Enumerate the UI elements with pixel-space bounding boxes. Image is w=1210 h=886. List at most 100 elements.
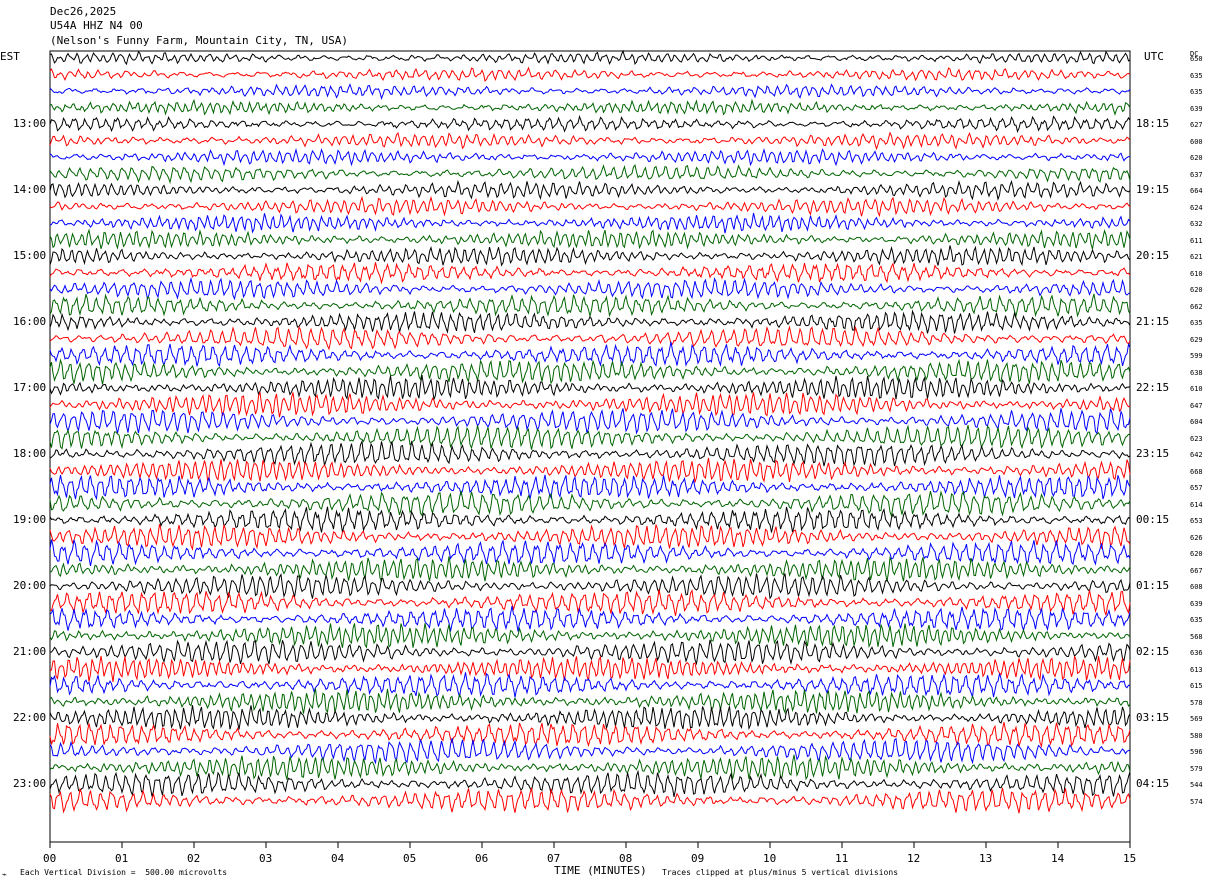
x-tick-label-04: 04 — [331, 852, 345, 865]
right-hour-label: 19:15 — [1136, 183, 1170, 196]
trace-row-26 — [49, 457, 1131, 483]
trace-row-12 — [49, 228, 1131, 250]
x-tick-label-15: 15 — [1123, 852, 1137, 865]
trace-row-24 — [49, 424, 1131, 450]
dc-offset-label: 579 — [1190, 764, 1203, 773]
dc-offset-label: 604 — [1190, 418, 1203, 426]
x-tick-label-13: 13 — [979, 852, 993, 865]
dc-offset-label: 569 — [1190, 715, 1203, 723]
trace-row-34 — [49, 589, 1131, 616]
left-hour-label: 18:00 — [13, 447, 47, 460]
dc-offset-label: 610 — [1190, 385, 1203, 393]
trace-row-31 — [49, 539, 1131, 566]
trace-row-46 — [49, 787, 1131, 814]
trace-row-25 — [49, 439, 1131, 467]
dc-offset-label: 647 — [1190, 401, 1203, 410]
trace-row-17 — [49, 309, 1131, 334]
dc-offset-label: 608 — [1190, 583, 1203, 591]
vertical-scale-note: Each Vertical Division = 500.00 microvol… — [20, 868, 228, 877]
right-hour-label: 01:15 — [1136, 579, 1170, 592]
dc-offset-label: 638 — [1190, 368, 1203, 377]
right-hour-label: 02:15 — [1136, 645, 1170, 658]
right-hour-label: 04:15 — [1136, 777, 1170, 790]
trace-row-18 — [49, 325, 1131, 351]
trace-row-3 — [49, 83, 1131, 101]
dc-offset-label: 596 — [1190, 748, 1203, 756]
x-tick-label-02: 02 — [187, 852, 201, 865]
plot-date: Dec26,2025 — [50, 5, 117, 18]
dc-offset-label: 662 — [1190, 302, 1203, 311]
dc-offset-label: 642 — [1190, 451, 1203, 459]
dc-offset-label: 635 — [1190, 88, 1203, 96]
dc-offset-label: 621 — [1190, 253, 1203, 261]
dc-offset-label: 620 — [1190, 286, 1203, 294]
trace-row-43 — [49, 737, 1131, 765]
trace-row-44 — [49, 754, 1131, 781]
trace-row-40 — [49, 688, 1131, 715]
trace-row-9 — [49, 179, 1131, 201]
dc-offset-label: 653 — [1190, 517, 1203, 525]
trace-row-8 — [49, 164, 1131, 185]
x-tick-label-05: 05 — [403, 852, 417, 865]
x-tick-label-09: 09 — [691, 852, 705, 865]
trace-row-7 — [49, 147, 1130, 167]
trace-row-27 — [49, 474, 1131, 501]
trace-row-22 — [49, 392, 1131, 418]
clip-note: Traces clipped at plus/minus 5 vertical … — [662, 868, 899, 877]
right-hour-label: 00:15 — [1136, 513, 1170, 526]
trace-row-19 — [49, 341, 1131, 368]
dc-offset-label: 639 — [1190, 104, 1203, 113]
dc-offset-label: 626 — [1190, 533, 1203, 542]
x-tick-label-10: 10 — [763, 852, 777, 865]
left-hour-label: 15:00 — [13, 249, 47, 262]
trace-row-14 — [49, 262, 1131, 285]
dc-offset-label: 635 — [1190, 71, 1203, 80]
dc-offset-label: 615 — [1190, 682, 1203, 690]
dc-offset-label: 574 — [1190, 797, 1203, 806]
plot-frame — [49, 50, 1131, 843]
x-tick-label-06: 06 — [475, 852, 489, 865]
dc-header-label: DC — [1190, 50, 1199, 58]
dc-offset-label: 657 — [1190, 484, 1203, 492]
left-hour-label: 17:00 — [13, 381, 47, 394]
trace-layer — [49, 49, 1131, 814]
dc-offset-label: 624 — [1190, 203, 1203, 212]
trace-row-5 — [49, 114, 1131, 134]
station-location: (Nelson's Funny Farm, Mountain City, TN,… — [50, 34, 349, 47]
dc-offset-label: 668 — [1190, 467, 1203, 476]
right-hour-label: 23:15 — [1136, 447, 1170, 460]
station-code: U54A HHZ N4 00 — [50, 19, 143, 32]
dc-offset-label: 599 — [1190, 352, 1203, 360]
trace-row-16 — [49, 293, 1131, 318]
right-hour-label: 03:15 — [1136, 711, 1170, 724]
dc-offset-label: 664 — [1190, 187, 1203, 195]
dc-offset-label: 613 — [1190, 665, 1203, 674]
dc-offset-label: 611 — [1190, 236, 1203, 245]
dc-offset-label: 600 — [1190, 137, 1203, 146]
dc-offset-label: 629 — [1190, 335, 1203, 344]
dc-offset-label: 635 — [1190, 319, 1203, 327]
trace-row-41 — [49, 705, 1131, 731]
trace-row-11 — [49, 212, 1131, 234]
x-tick-label-12: 12 — [907, 852, 921, 865]
dc-offset-label: 623 — [1190, 434, 1203, 443]
dc-offset-label: 578 — [1190, 698, 1203, 707]
dc-offset-label: 632 — [1190, 220, 1203, 228]
right-timezone-label: UTC — [1144, 50, 1164, 63]
dc-offset-label: 544 — [1190, 781, 1203, 789]
dc-offset-label: 636 — [1190, 649, 1203, 657]
right-hour-label: 21:15 — [1136, 315, 1170, 328]
trace-row-45 — [49, 769, 1131, 797]
trace-row-20 — [49, 358, 1131, 385]
trace-row-28 — [49, 490, 1131, 518]
x-tick-label-14: 14 — [1051, 852, 1065, 865]
dc-offset-label: 627 — [1190, 121, 1203, 129]
left-hour-label: 16:00 — [13, 315, 47, 328]
trace-row-37 — [49, 639, 1131, 666]
trace-row-13 — [49, 245, 1131, 267]
dc-offset-label: 568 — [1190, 632, 1203, 641]
x-tick-label-07: 07 — [547, 852, 561, 865]
left-timezone-label: EST — [0, 50, 20, 63]
right-hour-label: 18:15 — [1136, 117, 1170, 130]
